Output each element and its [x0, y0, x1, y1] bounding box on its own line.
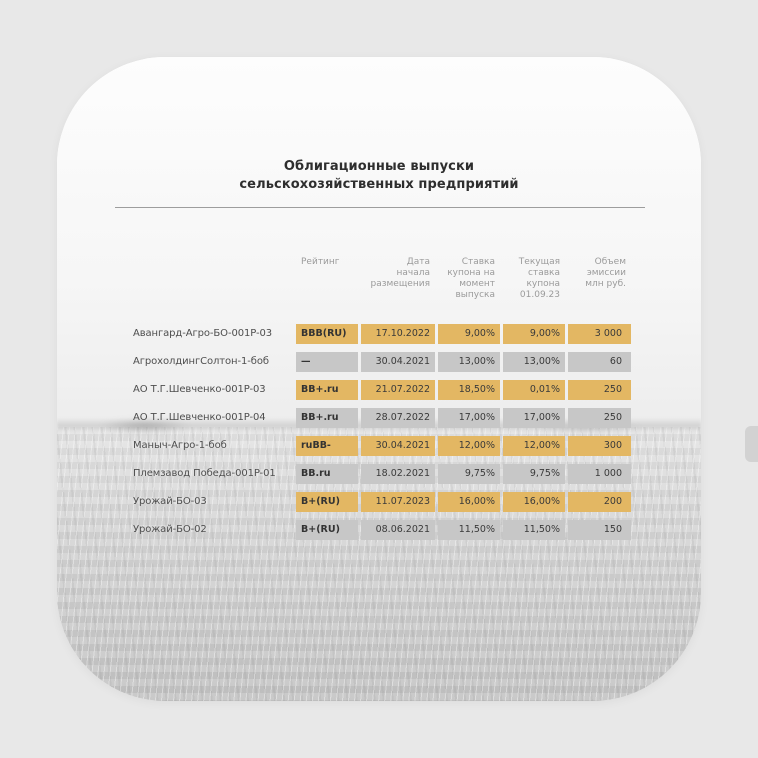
- volume-cell: 150: [568, 520, 631, 540]
- bond-name: Маныч-Агро-1-боб: [133, 440, 227, 451]
- coupon-now-cell: 13,00%: [503, 352, 565, 372]
- rating-cell: ruBB-: [296, 436, 358, 456]
- coupon-issue-cell: 18,50%: [438, 380, 500, 400]
- coupon-issue-cell: 12,00%: [438, 436, 500, 456]
- volume-cell: 3 000: [568, 324, 631, 344]
- header-volume: Объем эмиссии млн руб.: [585, 257, 626, 289]
- rating-cell: B+(RU): [296, 520, 358, 540]
- date-cell: 28.07.2022: [361, 408, 435, 428]
- date-cell: 18.02.2021: [361, 464, 435, 484]
- header-rating: Рейтинг: [301, 257, 340, 267]
- coupon-issue-cell: 9,75%: [438, 464, 500, 484]
- bond-name: Урожай-БО-03: [133, 496, 207, 507]
- date-cell: 21.07.2022: [361, 380, 435, 400]
- table-row: Авангард-Агро-БО-001P-03 BBB(RU) 17.10.2…: [133, 324, 631, 344]
- bond-name: Урожай-БО-02: [133, 524, 207, 535]
- table-row: АО Т.Г.Шевченко-001P-04 BB+.ru 28.07.202…: [133, 408, 631, 428]
- header-current-coupon: Текущая ставка купона 01.09.23: [518, 257, 560, 300]
- rating-cell: BBB(RU): [296, 324, 358, 344]
- volume-cell: 1 000: [568, 464, 631, 484]
- volume-cell: 250: [568, 380, 631, 400]
- coupon-now-cell: 17,00%: [503, 408, 565, 428]
- coupon-issue-cell: 11,50%: [438, 520, 500, 540]
- table-header-row: Рейтинг Дата начала размещения Ставка ку…: [133, 257, 631, 315]
- volume-cell: 250: [568, 408, 631, 428]
- next-slide-peek: [745, 426, 758, 462]
- table-row: Маныч-Агро-1-боб ruBB- 30.04.2021 12,00%…: [133, 436, 631, 456]
- date-cell: 30.04.2021: [361, 352, 435, 372]
- date-cell: 17.10.2022: [361, 324, 435, 344]
- coupon-now-cell: 9,75%: [503, 464, 565, 484]
- bond-name: АО Т.Г.Шевченко-001P-04: [133, 412, 266, 423]
- volume-cell: 200: [568, 492, 631, 512]
- bond-name: АгрохолдингСолтон-1-боб: [133, 356, 269, 367]
- volume-cell: 300: [568, 436, 631, 456]
- rating-cell: BB+.ru: [296, 408, 358, 428]
- rating-cell: BB.ru: [296, 464, 358, 484]
- table-row: АО Т.Г.Шевченко-001P-03 BB+.ru 21.07.202…: [133, 380, 631, 400]
- coupon-now-cell: 16,00%: [503, 492, 565, 512]
- volume-cell: 60: [568, 352, 631, 372]
- date-cell: 08.06.2021: [361, 520, 435, 540]
- header-placement-date: Дата начала размещения: [370, 257, 430, 289]
- coupon-now-cell: 9,00%: [503, 324, 565, 344]
- title-divider: [115, 207, 645, 208]
- coupon-issue-cell: 17,00%: [438, 408, 500, 428]
- table-row: АгрохолдингСолтон-1-боб — 30.04.2021 13,…: [133, 352, 631, 372]
- bond-name: АО Т.Г.Шевченко-001P-03: [133, 384, 266, 395]
- coupon-issue-cell: 13,00%: [438, 352, 500, 372]
- coupon-now-cell: 12,00%: [503, 436, 565, 456]
- coupon-now-cell: 0,01%: [503, 380, 565, 400]
- date-cell: 30.04.2021: [361, 436, 435, 456]
- rating-cell: BB+.ru: [296, 380, 358, 400]
- rating-cell: B+(RU): [296, 492, 358, 512]
- table-row: Племзавод Победа-001P-01 BB.ru 18.02.202…: [133, 464, 631, 484]
- card-content: Облигационные выпуски сельскохозяйственн…: [57, 57, 701, 701]
- page-title: Облигационные выпуски сельскохозяйственн…: [239, 159, 519, 192]
- table-row: Урожай-БО-02 B+(RU) 08.06.2021 11,50% 11…: [133, 520, 631, 540]
- header-coupon-at-issue: Ставка купона на момент выпуска: [447, 257, 495, 300]
- date-cell: 11.07.2023: [361, 492, 435, 512]
- bond-name: Авангард-Агро-БО-001P-03: [133, 328, 272, 339]
- bonds-table: Рейтинг Дата начала размещения Ставка ку…: [133, 257, 631, 548]
- coupon-now-cell: 11,50%: [503, 520, 565, 540]
- coupon-issue-cell: 16,00%: [438, 492, 500, 512]
- bond-name: Племзавод Победа-001P-01: [133, 468, 276, 479]
- coupon-issue-cell: 9,00%: [438, 324, 500, 344]
- table-row: Урожай-БО-03 B+(RU) 11.07.2023 16,00% 16…: [133, 492, 631, 512]
- distant-trees-left: [85, 415, 205, 433]
- infographic-card: Облигационные выпуски сельскохозяйственн…: [57, 57, 701, 701]
- rating-cell: —: [296, 352, 358, 372]
